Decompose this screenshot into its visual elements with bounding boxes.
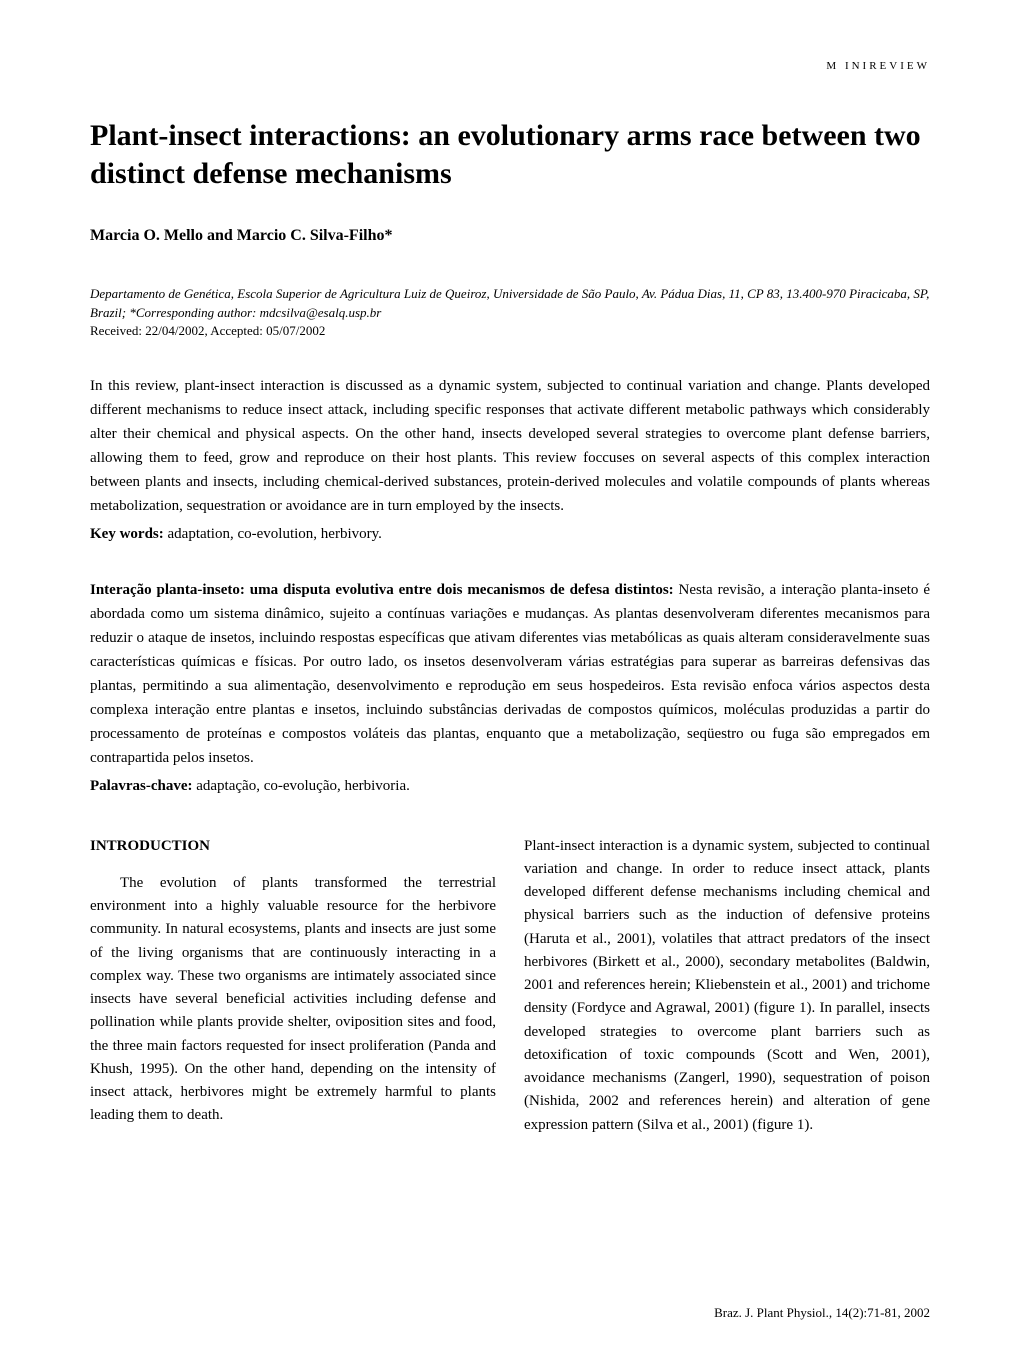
keywords-text: adaptation, co-evolution, herbivory. [164, 526, 382, 542]
keywords: Key words: adaptation, co-evolution, her… [90, 526, 930, 543]
intro-paragraph-1: The evolution of plants transformed the … [90, 872, 496, 1128]
affiliation: Departamento de Genética, Escola Superio… [90, 285, 930, 323]
keywords-label: Key words: [90, 526, 164, 542]
journal-footer: Braz. J. Plant Physiol., 14(2):71-81, 20… [714, 1305, 930, 1321]
section-heading-introduction: INTRODUCTION [90, 835, 496, 858]
palavras-chave: Palavras-chave: adaptação, co-evolução, … [90, 778, 930, 795]
palavras-text: adaptação, co-evolução, herbivoria. [192, 778, 409, 794]
intro-paragraph-2: Plant-insect interaction is a dynamic sy… [524, 835, 930, 1137]
authors: Marcia O. Mello and Marcio C. Silva-Filh… [90, 227, 930, 245]
abstract-pt-text: Nesta revisão, a interação planta-inseto… [90, 582, 930, 766]
abstract-english: In this review, plant-insect interaction… [90, 374, 930, 518]
received-dates: Received: 22/04/2002, Accepted: 05/07/20… [90, 323, 930, 339]
article-title: Plant-insect interactions: an evolutiona… [90, 117, 930, 192]
abstract-portuguese: Interação planta-inseto: uma disputa evo… [90, 578, 930, 770]
body-columns: INTRODUCTION The evolution of plants tra… [90, 835, 930, 1137]
header-label: M INIREVIEW [90, 60, 930, 72]
palavras-label: Palavras-chave: [90, 778, 192, 794]
abstract-pt-title: Interação planta-inseto: uma disputa evo… [90, 582, 674, 598]
